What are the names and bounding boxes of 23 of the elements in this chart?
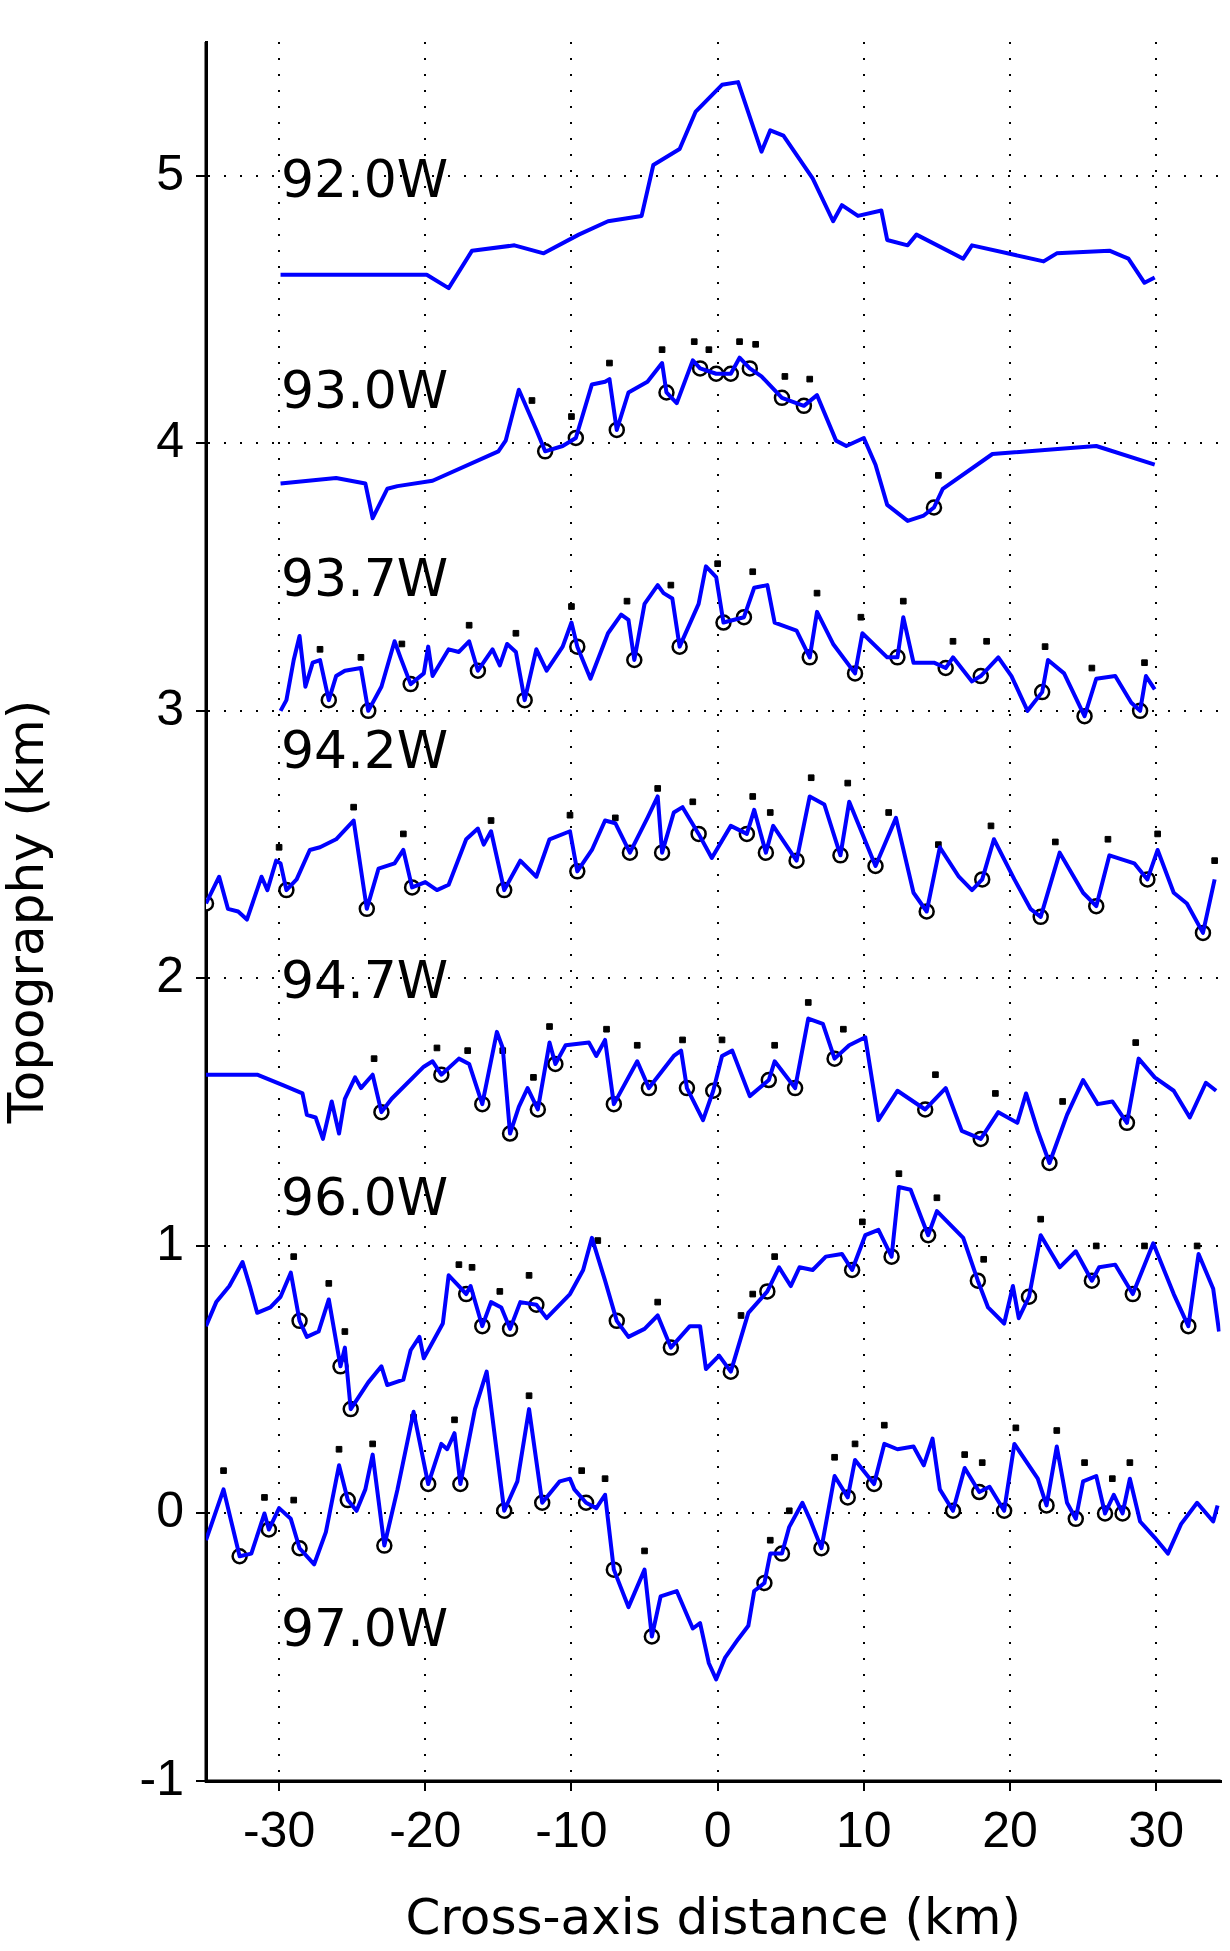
y-tick-label: 3 — [156, 679, 184, 736]
annotation: 93.0W — [281, 359, 449, 420]
y-axis-title: Topography (km) — [0, 699, 55, 1125]
annotation: 94.2W — [281, 719, 449, 780]
annotation: 92.0W — [281, 148, 449, 209]
annotation: 93.7W — [281, 547, 449, 608]
annotation: 97.0W — [281, 1597, 449, 1658]
y-tick-label: 1 — [156, 1214, 184, 1271]
x-tick-label: -10 — [535, 1801, 608, 1858]
x-tick-label: -30 — [242, 1801, 316, 1858]
x-tick-label: 30 — [1128, 1801, 1184, 1858]
x-tick-label: 10 — [836, 1801, 892, 1858]
annotation: 94.7W — [281, 949, 449, 1010]
y-tick-label: 0 — [156, 1482, 184, 1539]
x-axis-title: Cross-axis distance (km) — [405, 1887, 1022, 1946]
y-tick-label: 2 — [156, 947, 184, 1004]
x-tick-label: -20 — [389, 1801, 462, 1858]
x-tick-label: 0 — [703, 1801, 732, 1858]
annotation: 96.0W — [281, 1166, 449, 1227]
x-tick-label: 20 — [982, 1801, 1038, 1858]
y-tick-label: 5 — [156, 144, 184, 201]
y-tick-label: 4 — [156, 412, 184, 469]
y-tick-label: -1 — [139, 1749, 184, 1806]
